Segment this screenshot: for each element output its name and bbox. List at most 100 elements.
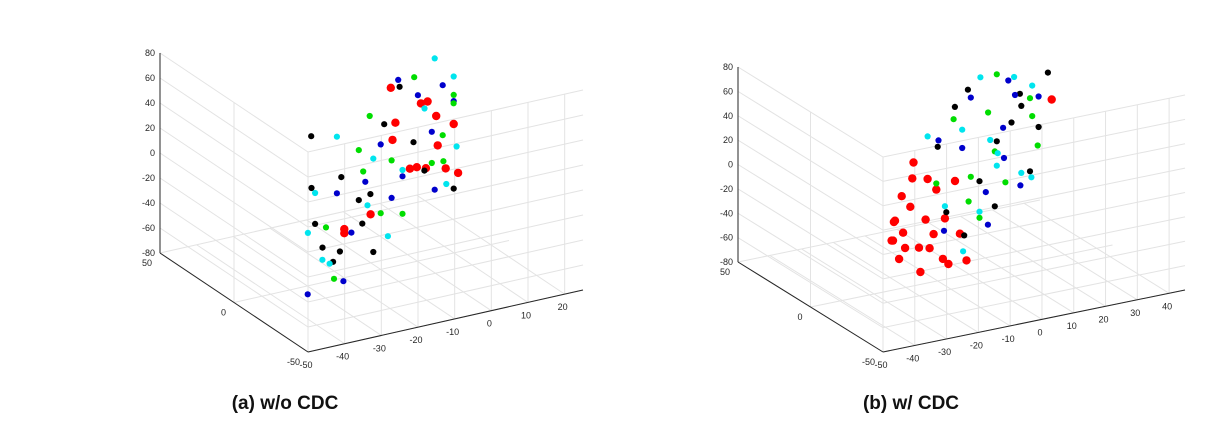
grid-line [233, 240, 510, 303]
data-point [991, 203, 998, 210]
data-point [362, 178, 369, 185]
y-axis-line [882, 289, 1186, 353]
data-point [416, 99, 426, 108]
data-point [1026, 95, 1034, 102]
data-point [450, 185, 457, 192]
data-point [449, 119, 458, 129]
data-point [985, 109, 992, 116]
data-point [450, 91, 457, 98]
z-tick-label: -20 [720, 184, 733, 194]
data-point [967, 173, 974, 180]
data-point [333, 190, 340, 197]
data-point [932, 185, 941, 194]
data-point [421, 167, 428, 174]
data-point [898, 228, 908, 237]
data-point [312, 220, 319, 227]
y-tick-label: 20 [1099, 314, 1109, 324]
grid-line [810, 244, 1113, 308]
data-point [414, 92, 421, 99]
data-point [1005, 77, 1012, 84]
grid-line [737, 199, 1041, 263]
data-point [1011, 91, 1019, 99]
data-point [908, 174, 917, 183]
data-point [441, 164, 450, 173]
data-point [943, 209, 950, 216]
data-point [1008, 119, 1015, 126]
z-tick-label: 20 [723, 135, 733, 145]
data-point [894, 254, 904, 264]
y-tick-label: -30 [373, 343, 386, 353]
data-point [976, 178, 983, 185]
y-tick-label: -40 [906, 353, 919, 363]
data-point [906, 202, 915, 211]
data-point [439, 132, 446, 139]
data-point [411, 74, 418, 81]
y-tick-label: 0 [487, 319, 492, 329]
data-point [405, 164, 415, 173]
data-point [950, 176, 960, 186]
z-tick-label: 80 [145, 48, 155, 58]
z-tick-label: -60 [720, 233, 733, 243]
z-tick-label: 80 [723, 62, 733, 72]
data-point [993, 162, 1000, 169]
data-point [450, 73, 457, 80]
data-point [439, 82, 446, 89]
y-tick-label: -20 [970, 340, 983, 350]
data-point [1044, 69, 1051, 76]
y-tick-label: -50 [874, 360, 887, 370]
data-point [1026, 168, 1034, 175]
data-point [377, 141, 384, 148]
data-point [987, 136, 994, 144]
data-point [993, 71, 1000, 78]
data-point [935, 137, 942, 144]
data-point [941, 203, 949, 210]
caption-a: (a) w/o CDC [232, 393, 339, 414]
data-point [962, 256, 971, 265]
data-point [900, 243, 910, 253]
data-point [933, 180, 940, 187]
data-point [916, 267, 925, 277]
axes [737, 67, 1186, 353]
data-point [1018, 102, 1025, 109]
z-tick-label: 40 [723, 111, 733, 121]
data-point [388, 135, 397, 145]
data-point [433, 141, 442, 150]
data-point [1016, 90, 1024, 97]
data-point [964, 86, 972, 93]
z-tick-label: 60 [145, 73, 155, 83]
data-point [340, 224, 349, 234]
data-point [443, 180, 450, 188]
z-tick-label: 60 [723, 86, 733, 96]
data-point [423, 97, 432, 106]
data-point [1000, 124, 1007, 131]
data-point [399, 166, 406, 174]
data-point [308, 133, 315, 140]
data-point [440, 158, 447, 165]
grid-line [737, 90, 1186, 182]
data-point [330, 275, 338, 282]
x-tick-label: -50 [862, 357, 875, 367]
grid [737, 66, 1186, 353]
z-tick-label: -40 [720, 208, 733, 218]
data-point [391, 118, 400, 127]
data-point [428, 159, 435, 167]
x-tick-label: -50 [287, 357, 300, 367]
data-point [410, 139, 417, 146]
data-point [428, 128, 435, 135]
data-point [395, 76, 402, 83]
data-point [977, 74, 984, 81]
data-point [450, 100, 457, 107]
z-tick-label: 0 [150, 148, 155, 158]
data-point [1011, 73, 1018, 81]
y-tick-label: 10 [521, 310, 531, 320]
y-tick-label: 40 [1162, 301, 1172, 311]
data-point [925, 244, 934, 253]
data-point [934, 143, 941, 150]
y-tick-label: -10 [446, 327, 459, 337]
data-point [370, 248, 377, 256]
data-point [370, 155, 377, 162]
data-point [1035, 93, 1042, 100]
points [887, 69, 1056, 277]
